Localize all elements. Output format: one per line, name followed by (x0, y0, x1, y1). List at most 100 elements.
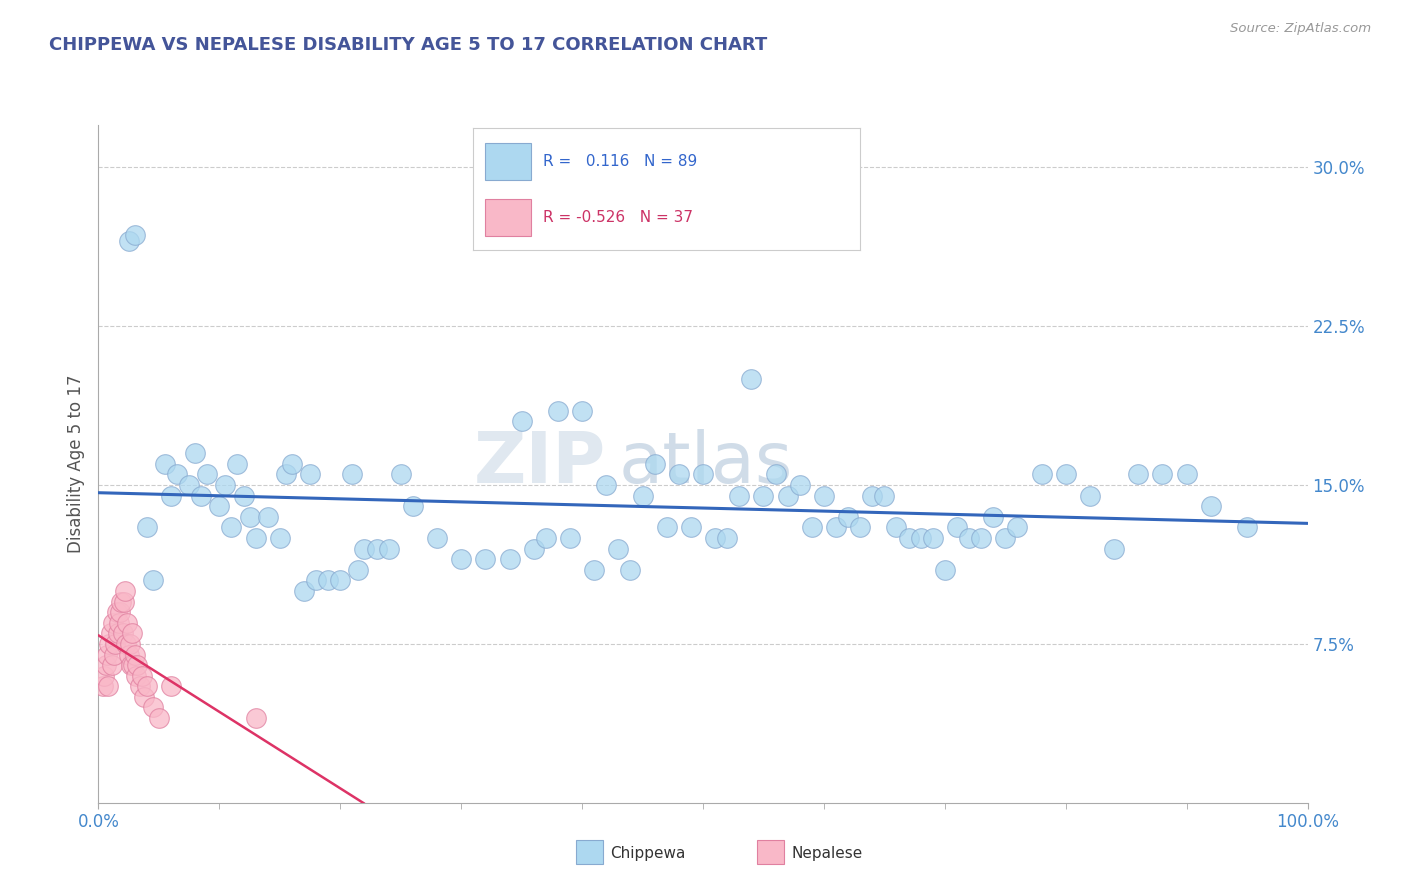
Point (269, 531, 291, 545)
Point (800, 520, 823, 534)
Point (523, 541, 546, 556)
Point (96, 648, 118, 662)
Point (1175, 467, 1198, 482)
Point (305, 574, 328, 588)
Point (728, 489, 751, 503)
Point (245, 531, 267, 545)
Point (195, 467, 218, 482)
Point (148, 711, 170, 725)
Point (121, 626, 143, 640)
Point (104, 637, 127, 651)
Point (112, 594, 135, 608)
Point (837, 509, 859, 524)
Point (142, 574, 165, 588)
Point (128, 679, 150, 693)
FancyBboxPatch shape (576, 840, 603, 863)
Point (1007, 520, 1029, 534)
Point (474, 552, 496, 566)
Point (100, 658, 122, 673)
Point (547, 404, 569, 418)
Point (160, 679, 183, 693)
Point (108, 615, 131, 630)
Point (131, 669, 153, 683)
Point (101, 615, 124, 630)
Point (946, 520, 969, 534)
Point (668, 467, 690, 482)
Text: Nepalese: Nepalese (792, 847, 862, 861)
Point (644, 457, 666, 471)
Point (134, 690, 156, 704)
Point (389, 467, 412, 482)
Point (994, 531, 1017, 545)
Point (377, 541, 399, 556)
Point (910, 531, 932, 545)
Text: ZIP: ZIP (474, 429, 606, 499)
Point (190, 489, 212, 503)
Point (970, 531, 993, 545)
Point (125, 669, 148, 683)
Point (97, 679, 120, 693)
Point (1102, 541, 1125, 556)
Point (93, 669, 115, 683)
Point (108, 605, 131, 619)
Point (498, 552, 520, 566)
Point (329, 574, 352, 588)
Point (118, 648, 141, 662)
Point (298, 467, 321, 482)
Point (426, 531, 449, 545)
Point (765, 467, 787, 482)
Point (1128, 467, 1150, 482)
Point (957, 531, 980, 545)
Point (110, 594, 132, 608)
Point (789, 478, 811, 492)
Point (450, 552, 472, 566)
Point (127, 658, 149, 673)
Point (160, 489, 183, 503)
Point (153, 457, 176, 471)
Point (115, 637, 138, 651)
Point (704, 531, 727, 545)
Text: atlas: atlas (619, 429, 793, 499)
Point (94, 658, 117, 673)
Point (347, 563, 370, 577)
Point (366, 541, 388, 556)
Point (860, 489, 883, 503)
Point (292, 583, 315, 598)
Y-axis label: Disability Age 5 to 17: Disability Age 5 to 17 (66, 375, 84, 553)
Point (776, 489, 799, 503)
Point (166, 467, 188, 482)
Point (245, 711, 267, 725)
Point (342, 467, 364, 482)
Point (232, 489, 254, 503)
Point (655, 520, 678, 534)
Point (402, 500, 425, 514)
Point (316, 574, 339, 588)
Point (752, 489, 775, 503)
Point (118, 235, 141, 249)
Point (873, 489, 896, 503)
Point (510, 414, 533, 429)
Point (571, 404, 593, 418)
Point (256, 509, 278, 524)
Point (208, 500, 231, 514)
Point (886, 520, 908, 534)
Point (849, 520, 872, 534)
Point (91, 679, 114, 693)
Point (558, 531, 581, 545)
Point (239, 509, 262, 524)
Point (1031, 467, 1053, 482)
Point (740, 372, 762, 386)
Point (716, 531, 738, 545)
Point (135, 679, 157, 693)
Point (114, 583, 136, 598)
Point (1152, 467, 1174, 482)
Point (274, 467, 297, 482)
Point (934, 563, 956, 577)
Point (214, 478, 236, 492)
Point (607, 541, 630, 556)
Point (124, 227, 146, 242)
Point (98, 637, 121, 651)
FancyBboxPatch shape (758, 840, 785, 863)
Point (692, 467, 714, 482)
Point (122, 658, 145, 673)
